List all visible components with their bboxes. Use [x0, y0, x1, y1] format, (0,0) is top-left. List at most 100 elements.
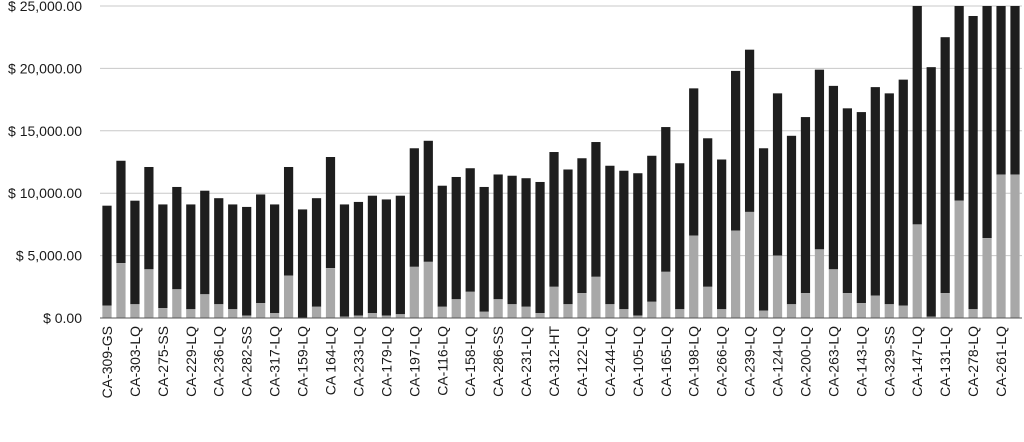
x-tick-label: CA-122-LQ	[574, 326, 590, 397]
bar-top-segment	[270, 204, 280, 314]
x-tick-label: CA-309-GS	[99, 326, 115, 398]
gridlines	[100, 5, 1022, 257]
x-tick-label: CA-179-LQ	[378, 326, 394, 397]
bar-top-segment	[954, 6, 964, 201]
bar-top-segment	[731, 70, 741, 231]
bar-bottom-segment	[675, 309, 685, 318]
bar-top-segment	[1010, 6, 1020, 175]
bar-bottom-segment	[214, 304, 224, 318]
x-tick-label: CA-303-LQ	[127, 326, 143, 397]
bar-top-segment	[744, 49, 755, 212]
bar-top-segment	[982, 6, 992, 239]
x-axis-ticks: CA-309-GS CA-303-LQ CA-275-SS CA-229-LQ CA-2…	[99, 326, 1009, 399]
y-tick-label: $ 0.00	[43, 310, 82, 326]
bar-top-segment	[898, 79, 908, 306]
bar-bottom-segment	[758, 310, 769, 318]
bar-top-segment	[717, 159, 727, 310]
bar-bottom-segment	[577, 293, 587, 318]
bar-bottom-segment	[982, 238, 992, 318]
bar-top-segment	[996, 6, 1006, 175]
bar-top-segment	[870, 87, 880, 296]
bar-top-segment	[186, 204, 196, 310]
bar-bottom-segment	[381, 315, 391, 318]
bar-bottom-segment	[437, 306, 447, 318]
x-tick-label: CA-317-LQ	[267, 326, 283, 397]
x-tick-label: CA-198-LQ	[686, 326, 702, 397]
bar-top-segment	[884, 93, 894, 305]
bar-top-segment	[800, 117, 811, 294]
bar-top-segment	[102, 205, 112, 306]
bar-top-segment	[228, 204, 238, 310]
bar-bottom-segment	[158, 308, 168, 318]
bar-bottom-segment	[339, 316, 350, 318]
bar-top-segment	[297, 209, 308, 318]
bar-bottom-segment	[744, 211, 755, 318]
bar-top-segment	[353, 201, 364, 316]
bar-bottom-segment	[479, 311, 489, 318]
bar-bottom-segment	[661, 271, 671, 318]
bar-bottom-segment	[731, 230, 741, 318]
bar-top-segment	[521, 178, 531, 307]
bar-bottom-segment	[647, 301, 657, 318]
x-tick-label: CA-278-LQ	[965, 326, 981, 397]
x-tick-label: CA-266-LQ	[714, 326, 730, 397]
bar-bottom-segment	[954, 200, 964, 318]
bar-bottom-segment	[409, 266, 419, 318]
bar-bottom-segment	[842, 293, 852, 318]
bar-bottom-segment	[996, 174, 1006, 318]
bar-top-segment	[926, 67, 936, 317]
bar-top-segment	[381, 199, 391, 316]
bars	[102, 6, 1020, 318]
bar-top-segment	[507, 175, 517, 305]
bar-bottom-segment	[619, 309, 629, 318]
bar-top-segment	[675, 163, 685, 310]
bar-bottom-segment	[256, 303, 266, 318]
bar-bottom-segment	[367, 313, 378, 318]
x-tick-label: CA-165-LQ	[658, 326, 674, 397]
x-tick-label: CA-239-LQ	[742, 326, 758, 397]
bar-top-segment	[367, 195, 378, 314]
bar-bottom-segment	[926, 316, 936, 318]
x-tick-label: CA-282-SS	[239, 326, 255, 397]
bar-bottom-segment	[144, 269, 154, 318]
bar-top-segment	[856, 112, 866, 304]
x-tick-label: CA-275-SS	[155, 326, 171, 397]
x-tick-label: CA-131-LQ	[937, 326, 953, 397]
bar-top-segment	[577, 158, 587, 294]
bar-top-segment	[591, 142, 601, 277]
x-tick-label: CA-261-LQ	[993, 326, 1009, 397]
x-tick-label: CA-147-LQ	[909, 326, 925, 397]
bar-bottom-segment	[423, 261, 433, 318]
x-tick-label: CA-159-LQ	[295, 326, 311, 397]
bar-bottom-segment	[186, 309, 196, 318]
bar-top-segment	[144, 166, 154, 270]
bar-top-segment	[465, 168, 475, 292]
bar-bottom-segment	[689, 235, 699, 318]
x-tick-label: CA-229-LQ	[183, 326, 199, 397]
x-tick-label: CA-263-LQ	[825, 326, 841, 397]
x-tick-label: CA-158-LQ	[462, 326, 478, 397]
bar-bottom-segment	[465, 291, 475, 318]
bar-top-segment	[535, 181, 545, 314]
bar-bottom-segment	[856, 303, 866, 318]
x-tick-label: CA-116-LQ	[434, 326, 450, 396]
x-tick-label: CA-233-LQ	[350, 326, 366, 397]
bar-top-segment	[758, 148, 769, 311]
bar-bottom-segment	[968, 309, 978, 318]
bar-bottom-segment	[228, 309, 238, 318]
bar-bottom-segment	[563, 304, 573, 318]
x-tick-label: CA-329-SS	[881, 326, 897, 397]
bar-bottom-segment	[242, 315, 252, 318]
bar-top-segment	[633, 173, 643, 316]
y-tick-label: $ 5,000.00	[16, 248, 82, 264]
bar-top-segment	[130, 200, 140, 305]
y-tick-label: $ 15,000.00	[8, 123, 82, 139]
bar-bottom-segment	[325, 268, 336, 318]
y-axis-ticks: $ 0.00 $ 5,000.00 $ 10,000.00 $ 15,000.00 $ …	[8, 0, 82, 326]
bar-bottom-segment	[200, 294, 210, 318]
bar-bottom-segment	[800, 293, 811, 318]
bar-top-segment	[563, 169, 573, 305]
bar-bottom-segment	[353, 315, 364, 318]
y-tick-label: $ 10,000.00	[8, 185, 82, 201]
